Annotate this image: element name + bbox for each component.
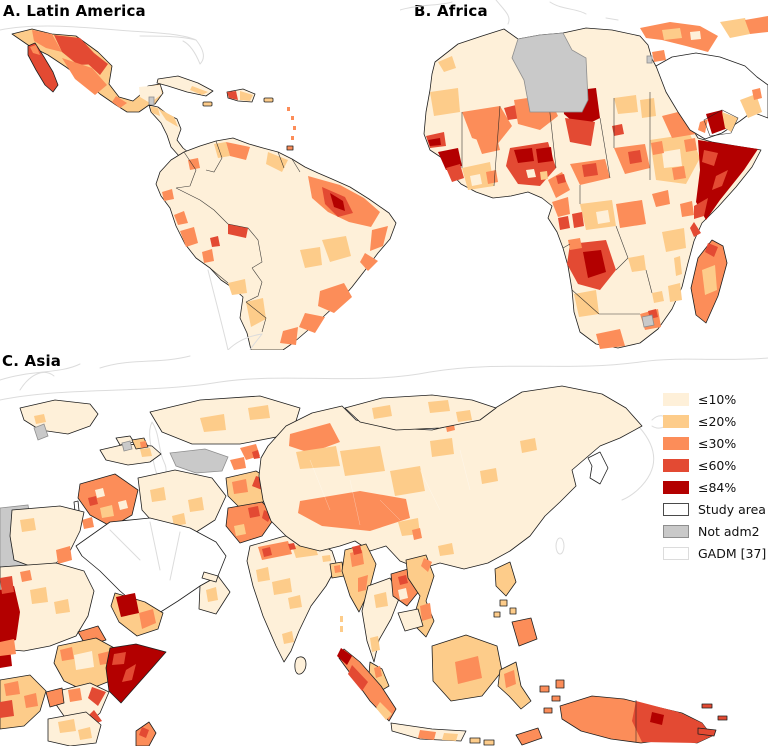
map-region-egypt [9, 505, 85, 567]
map-region-new-guinea [559, 695, 728, 744]
map-region-india [246, 535, 345, 675]
map-region-us-outline [0, 25, 204, 65]
legend-swatch-10 [663, 392, 689, 406]
africa-map [400, 0, 768, 349]
map-region-oman [740, 94, 762, 118]
legend-swatch-gadm [663, 546, 689, 560]
map-region-indonesia [337, 634, 565, 746]
panel-c-map [0, 350, 768, 746]
map-region-argentina-outline [207, 269, 263, 350]
map-region-mexico [11, 28, 164, 113]
map-region-belize-gray [148, 96, 155, 106]
panel-a-map [0, 0, 410, 350]
map-region-iran [137, 469, 227, 537]
legend-swatch-20 [663, 414, 689, 428]
legend-swatch-not-adm2 [663, 524, 689, 538]
map-region-libya-gray [511, 32, 589, 113]
map-region-armenia-gray [121, 440, 133, 452]
map-region-somalia [105, 643, 167, 704]
legend-item-gadm: GADM [37] [663, 542, 768, 564]
legend-label-30: ≤30% [698, 435, 737, 451]
panel-b-map [400, 0, 768, 350]
legend-item-study-area: Study area [663, 498, 768, 520]
legend-label-20: ≤20% [698, 413, 737, 429]
map-region-moldova-gray [33, 423, 49, 441]
map-region-caribbean [156, 75, 296, 151]
map-region-afghanistan-pakistan [225, 470, 277, 544]
map-region-taiwan-outline [555, 537, 565, 555]
map-region-europe-outline [400, 0, 619, 25]
map-region-china [258, 385, 643, 570]
legend-item-10: ≤10% [663, 388, 768, 410]
legend-label-84: ≤84% [698, 479, 737, 495]
map-region-cambodia [397, 608, 424, 632]
map-region-arabia-c [75, 517, 231, 637]
legend-swatch-60 [663, 458, 689, 472]
map-region-mongolia [344, 394, 497, 431]
legend-item-20: ≤20% [663, 410, 768, 432]
legend-swatch-84 [663, 480, 689, 494]
legend-item-30: ≤30% [663, 432, 768, 454]
map-region-uganda [45, 687, 65, 708]
map-region-philippines [493, 561, 538, 647]
legend-swatch-study-area [663, 502, 689, 516]
legend-label-60: ≤60% [698, 457, 737, 473]
map-region-korea [587, 451, 609, 485]
legend-item-84: ≤84% [663, 476, 768, 498]
map-region-madagascar [690, 239, 728, 324]
map-region-sulawesi [497, 661, 532, 710]
map-region-turkey-caucasus [99, 435, 162, 466]
map-region-se-asia [341, 543, 435, 693]
map-region-south-america [155, 137, 397, 350]
legend-swatch-30 [663, 436, 689, 450]
map-region-lesotho-gray [641, 314, 655, 328]
legend-label-not-adm2: Not adm2 [698, 523, 760, 539]
panel-a-title: A. Latin America [3, 2, 146, 20]
legend-item-not-adm2: Not adm2 [663, 520, 768, 542]
map-region-arabia [640, 16, 768, 140]
panel-b-title: B. Africa [414, 2, 488, 20]
map-region-ukraine [19, 399, 99, 441]
legend-label-study-area: Study area [698, 501, 766, 517]
legend-item-60: ≤60% [663, 454, 768, 476]
legend: ≤10% ≤20% ≤30% ≤60% ≤84% Study area Not … [663, 388, 768, 564]
asia-map [0, 355, 768, 746]
map-region-sri-lanka [294, 656, 307, 675]
legend-label-10: ≤10% [698, 391, 737, 407]
legend-label-gadm: GADM [37] [698, 545, 767, 561]
latin-america-map [0, 25, 397, 350]
map-region-turkmenistan-gray [169, 448, 229, 474]
map-region-timor [515, 727, 543, 746]
map-region-ne-africa [0, 504, 167, 746]
panel-c-title: C. Asia [2, 352, 62, 370]
